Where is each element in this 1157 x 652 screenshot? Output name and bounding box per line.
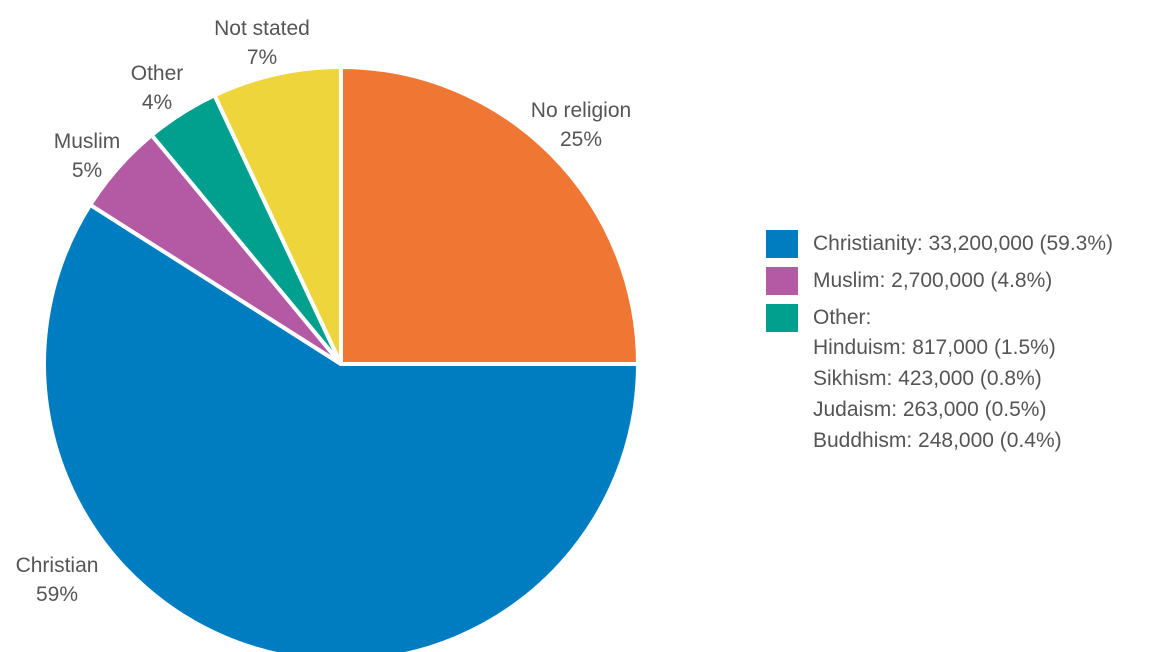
legend-label-christianity: Christianity: 33,200,000 (59.3%) (813, 232, 1113, 255)
slice-value-no-religion: 25% (560, 128, 602, 151)
pie-slice-no-religion (339, 65, 640, 366)
slice-label-christian: Christian (16, 554, 99, 577)
slice-value-christian: 59% (36, 583, 78, 606)
legend-item-muslim: Muslim: 2,700,000 (4.8%) (766, 267, 1113, 295)
pie-slices (42, 65, 640, 652)
slice-label-muslim: Muslim (54, 130, 121, 153)
legend-item-other: Other: (766, 304, 1113, 332)
legend: Christianity: 33,200,000 (59.3%) Muslim:… (766, 230, 1113, 456)
legend-other-hinduism: Hinduism: 817,000 (1.5%) (813, 336, 1056, 359)
slice-value-other: 4% (142, 91, 172, 114)
legend-label-muslim: Muslim: 2,700,000 (4.8%) (813, 269, 1053, 292)
pie-slice-labels: No religion 25% Christian 59% Muslim 5% … (16, 17, 632, 606)
legend-other-sikhism: Sikhism: 423,000 (0.8%) (813, 367, 1042, 390)
legend-other-breakdown: Hinduism: 817,000 (1.5%) Sikhism: 423,00… (813, 332, 1113, 456)
legend-item-christianity: Christianity: 33,200,000 (59.3%) (766, 230, 1113, 258)
slice-label-not-stated: Not stated (214, 17, 310, 40)
slice-label-no-religion: No religion (531, 99, 631, 122)
pie-slice-christian (42, 202, 640, 652)
legend-other-buddhism: Buddhism: 248,000 (0.4%) (813, 429, 1062, 452)
legend-other-judaism: Judaism: 263,000 (0.5%) (813, 398, 1047, 421)
legend-swatch-other (766, 304, 798, 332)
slice-label-other: Other (131, 62, 184, 85)
legend-label-other: Other: (813, 306, 872, 329)
legend-swatch-christianity (766, 230, 798, 258)
slice-value-not-stated: 7% (247, 46, 277, 69)
pie-slice-not-stated (212, 65, 343, 366)
legend-swatch-muslim (766, 267, 798, 295)
slice-value-muslim: 5% (72, 159, 102, 182)
